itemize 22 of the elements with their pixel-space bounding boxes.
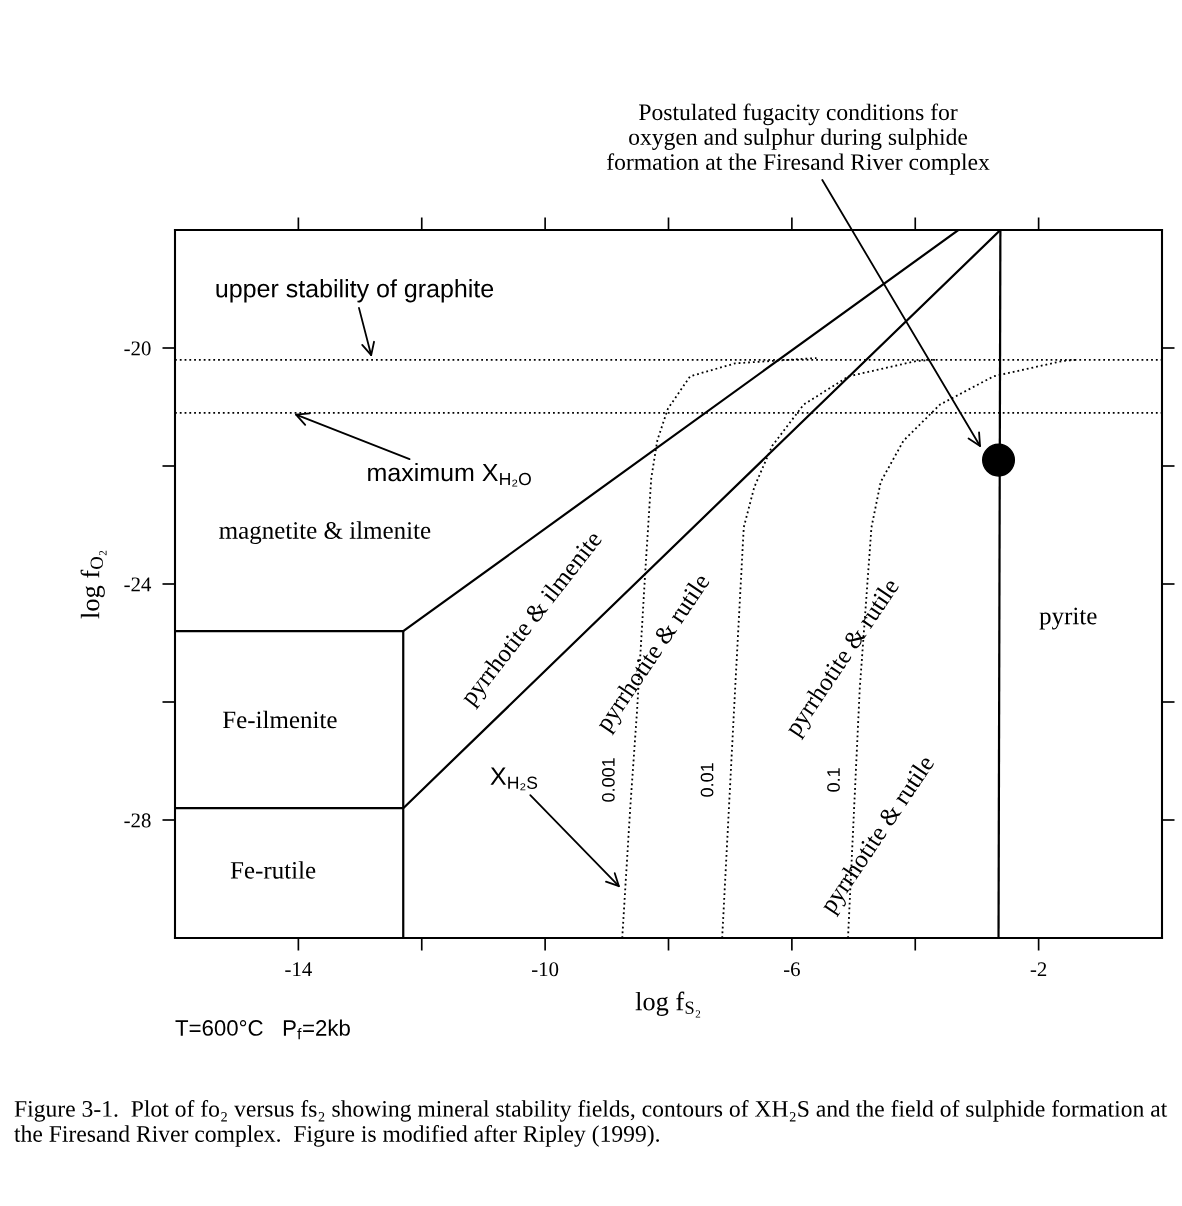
annotation: Fe-ilmenite [222, 710, 337, 729]
text: T=600°C P$_{f}$=2kb [175, 1019, 350, 1040]
annotation: 0.001 [601, 758, 615, 802]
x-axis-title: log f$_{S₂}$ [635, 991, 701, 1018]
annotation: pyrite [1039, 607, 1097, 630]
y-tick-label: -20 [124, 341, 151, 356]
x-tick-label: -6 [783, 962, 800, 977]
y-axis-title: log f$_{O₂}$ [80, 550, 107, 619]
annotation: Fe-rutile [230, 861, 316, 879]
annotation: Postulated fugacity conditions for oxygen and sulphur during sulphide formation at the Firesand River complex [606, 103, 990, 175]
y-tick-label: -24 [124, 577, 152, 592]
annotation: magnetite & ilmenite [219, 521, 431, 545]
x-tick-label: -14 [285, 962, 312, 977]
caption: Figure 3-1. Plot of fo₂ versus fs₂ showing mineral stability fields, contours of XH₂S and the field of sulphide formation at the Firesand River complex. Figure is modified after Ripley (1999). [14, 1100, 1168, 1147]
annotation: 0.01 [700, 763, 714, 797]
annotation: X$_{H₂S}$ [490, 767, 538, 791]
annotation: maximum X$_{H₂O}$ [368, 462, 531, 487]
x-tick-label: -10 [532, 962, 559, 977]
annotation: upper stability of graphite [216, 279, 494, 303]
annotation: 0.1 [827, 768, 840, 792]
x-tick-label: -2 [1030, 962, 1047, 977]
y-tick-label: -28 [124, 813, 151, 828]
